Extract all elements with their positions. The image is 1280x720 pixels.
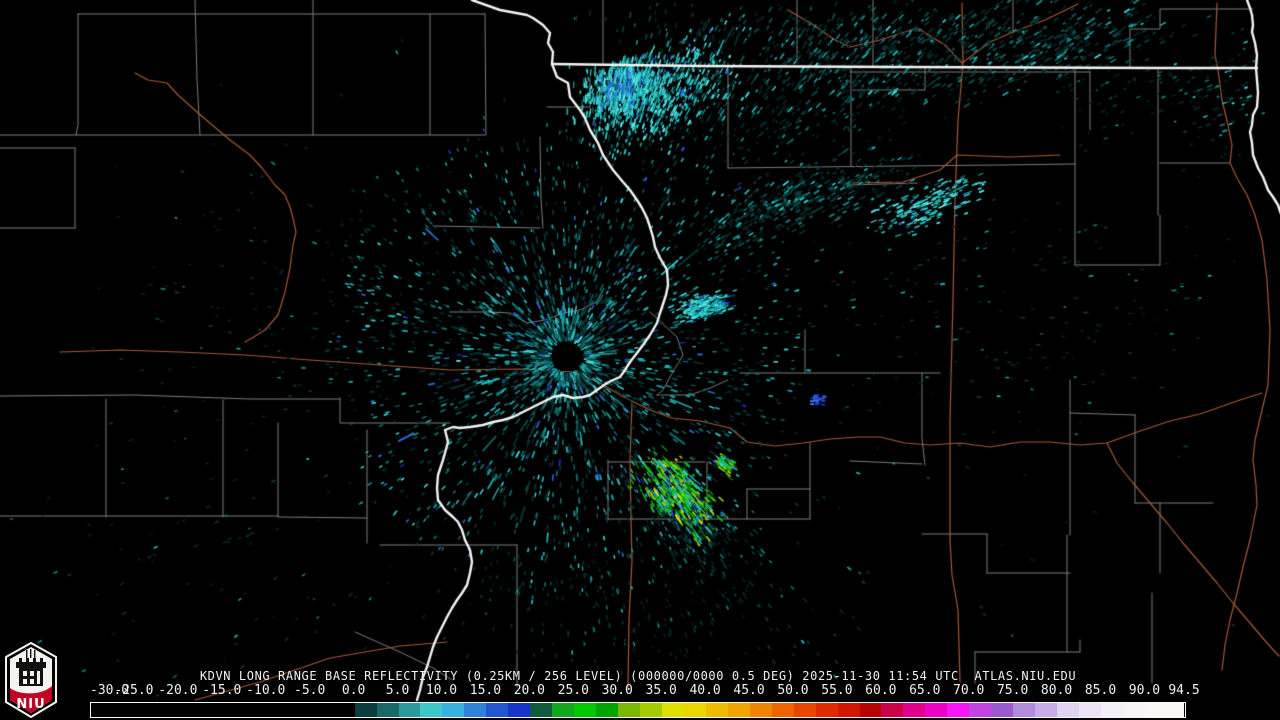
niu-logo: NIU bbox=[5, 642, 57, 718]
colorbar-segment bbox=[91, 703, 355, 717]
colorbar-tick-labels: -30.0 -25.0 -20.0 -15.0 -10.0 -5.0 0.0 5.0 10.0 1… bbox=[0, 683, 1280, 699]
colorbar-tick: 15.0 bbox=[469, 683, 502, 698]
colorbar-segment bbox=[1013, 703, 1036, 717]
colorbar-segment bbox=[859, 703, 882, 717]
colorbar-segment bbox=[837, 703, 860, 717]
colorbar-tick: -25.0 bbox=[114, 683, 154, 698]
colorbar-tick: 90.0 bbox=[1128, 683, 1161, 698]
colorbar-tick: 20.0 bbox=[513, 683, 545, 698]
colorbar-tick: -10.0 bbox=[246, 683, 286, 698]
colorbar-segment bbox=[749, 703, 772, 717]
colorbar-segment bbox=[661, 703, 684, 717]
colorbar-segment bbox=[727, 703, 750, 717]
colorbar-segment bbox=[596, 703, 619, 717]
colorbar-tick: 25.0 bbox=[557, 683, 589, 698]
radar-caption: KDVN LONG RANGE BASE REFLECTIVITY (0.25K… bbox=[199, 669, 1077, 683]
colorbar-segment bbox=[530, 703, 553, 717]
colorbar-segment bbox=[683, 703, 706, 717]
colorbar-tick: 65.0 bbox=[909, 683, 941, 698]
colorbar-tick: 75.0 bbox=[996, 683, 1029, 698]
colorbar-segment bbox=[1035, 703, 1058, 717]
niu-castle-icon bbox=[16, 649, 46, 686]
colorbar-segment bbox=[420, 703, 443, 717]
colorbar-segment bbox=[354, 703, 377, 717]
colorbar-segment bbox=[815, 703, 838, 717]
colorbar-segment bbox=[618, 703, 640, 717]
colorbar-tick: 55.0 bbox=[821, 683, 853, 698]
colorbar-segment bbox=[903, 703, 926, 717]
colorbar-segment bbox=[574, 703, 597, 717]
colorbar-segment bbox=[793, 703, 816, 717]
colorbar-segment bbox=[1144, 703, 1185, 717]
colorbar-tick: 70.0 bbox=[953, 683, 985, 698]
colorbar-tick: -5.0 bbox=[294, 683, 326, 698]
niu-shield-outline bbox=[5, 642, 57, 718]
colorbar-segment bbox=[1079, 703, 1102, 717]
colorbar-segment bbox=[771, 703, 794, 717]
colorbar-tick: 94.5 bbox=[1168, 683, 1200, 698]
colorbar-tick: 10.0 bbox=[425, 683, 458, 698]
colorbar-tick: 60.0 bbox=[865, 683, 897, 698]
colorbar-segment bbox=[486, 703, 509, 717]
niu-red-band bbox=[10, 686, 52, 713]
colorbar-tick: 0.0 bbox=[341, 683, 366, 698]
colorbar-segment bbox=[640, 703, 662, 717]
colorbar-tick: 5.0 bbox=[385, 683, 410, 698]
colorbar-tick: 35.0 bbox=[645, 683, 677, 698]
colorbar-tick: -20.0 bbox=[158, 683, 198, 698]
colorbar-segment bbox=[398, 703, 421, 717]
colorbar-segment bbox=[464, 703, 487, 717]
colorbar-segment bbox=[1122, 703, 1145, 717]
colorbar-tick: -15.0 bbox=[202, 683, 242, 698]
reflectivity-colorbar bbox=[90, 702, 1186, 718]
colorbar-tick: -30.0 bbox=[90, 683, 130, 698]
colorbar-tick: 40.0 bbox=[689, 683, 721, 698]
colorbar-tick: 85.0 bbox=[1084, 683, 1117, 698]
colorbar-segment bbox=[947, 703, 970, 717]
colorbar-tick: 80.0 bbox=[1040, 683, 1073, 698]
colorbar-segment bbox=[1057, 703, 1080, 717]
colorbar-segment bbox=[969, 703, 992, 717]
colorbar-segment bbox=[991, 703, 1014, 717]
colorbar-tick: 45.0 bbox=[733, 683, 765, 698]
colorbar-segment bbox=[925, 703, 948, 717]
colorbar-segment bbox=[442, 703, 465, 717]
colorbar-tick: 50.0 bbox=[777, 683, 809, 698]
colorbar-segment bbox=[376, 703, 399, 717]
colorbar-segment bbox=[705, 703, 728, 717]
colorbar-segment bbox=[508, 703, 531, 717]
colorbar-tick: 30.0 bbox=[601, 683, 633, 698]
colorbar-segment bbox=[881, 703, 904, 717]
niu-logo-text: NIU bbox=[16, 697, 45, 712]
colorbar-segment bbox=[1101, 703, 1123, 717]
colorbar-segment bbox=[552, 703, 575, 717]
